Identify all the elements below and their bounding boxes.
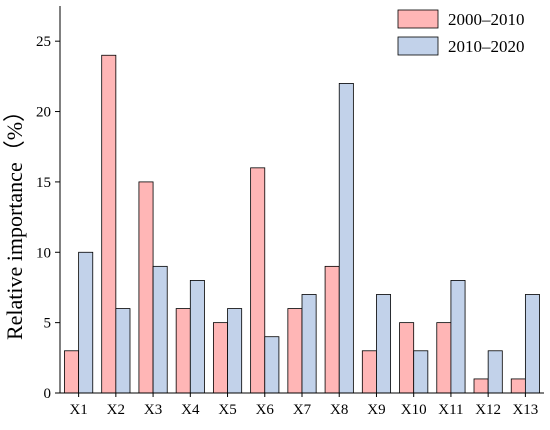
bar-X12-series-2 <box>487 350 503 394</box>
y-tick-label: 20 <box>36 105 51 121</box>
bar-X5-series-1 <box>212 322 228 394</box>
bar-X6-series-2 <box>264 336 280 394</box>
bar-X7-series-1 <box>287 308 303 394</box>
x-tick-label: X5 <box>218 402 236 418</box>
x-tick-label: X7 <box>293 402 312 418</box>
x-tick-label: X10 <box>401 402 427 418</box>
bar-X1-series-1 <box>64 350 80 394</box>
x-tick-label: X1 <box>69 402 87 418</box>
legend-swatch <box>397 36 439 56</box>
x-tick-label: X2 <box>107 402 125 418</box>
x-tick-label: X3 <box>144 402 162 418</box>
bar-X4-series-2 <box>189 280 205 394</box>
bar-X7-series-2 <box>301 294 317 394</box>
bar-X2-series-1 <box>101 54 117 394</box>
x-tick-label: X11 <box>438 402 463 418</box>
bar-X8-series-1 <box>324 265 340 394</box>
bar-X13-series-2 <box>524 294 540 394</box>
bar-X9-series-2 <box>376 294 392 394</box>
bar-X12-series-1 <box>473 378 489 394</box>
bar-X10-series-1 <box>399 322 415 394</box>
y-axis-label: Relative importance（%） <box>2 100 27 340</box>
bar-X6-series-1 <box>250 167 266 394</box>
bar-X10-series-2 <box>413 350 429 394</box>
bar-X13-series-1 <box>510 378 526 394</box>
bar-X4-series-1 <box>175 308 191 394</box>
bar-X8-series-2 <box>338 83 354 394</box>
y-tick-label: 25 <box>36 34 51 50</box>
x-tick-label: X9 <box>367 402 385 418</box>
bar-X3-series-2 <box>152 265 168 394</box>
y-tick-label: 5 <box>44 316 52 332</box>
y-tick-label: 10 <box>36 245 51 261</box>
bars <box>64 54 540 394</box>
bar-X11-series-2 <box>450 280 466 394</box>
bar-X2-series-2 <box>115 308 131 394</box>
legend: 2000–2010 2010–2020 <box>397 9 525 56</box>
x-tick-label: X12 <box>475 402 501 418</box>
bar-X9-series-1 <box>361 350 377 394</box>
legend-label: 2010–2020 <box>448 37 525 56</box>
x-tick-label: X6 <box>256 402 275 418</box>
x-tick-label: X13 <box>512 402 538 418</box>
y-tick-labels: 0 5 10 15 20 25 <box>36 34 60 402</box>
y-tick-label: 15 <box>36 175 51 191</box>
legend-swatch <box>397 9 439 29</box>
legend-label: 2000–2010 <box>448 10 525 29</box>
y-tick-label: 0 <box>44 386 52 402</box>
bar-X3-series-1 <box>138 181 154 394</box>
bar-X1-series-2 <box>78 251 94 394</box>
bar-X5-series-2 <box>227 308 243 394</box>
x-tick-labels: X1 X2 X3 X4 X5 X6 X7 X8 X9 X10 X11 X12 X13 <box>69 393 538 418</box>
bar-X11-series-1 <box>436 322 452 394</box>
x-tick-label: X4 <box>181 402 200 418</box>
x-tick-label: X8 <box>330 402 348 418</box>
